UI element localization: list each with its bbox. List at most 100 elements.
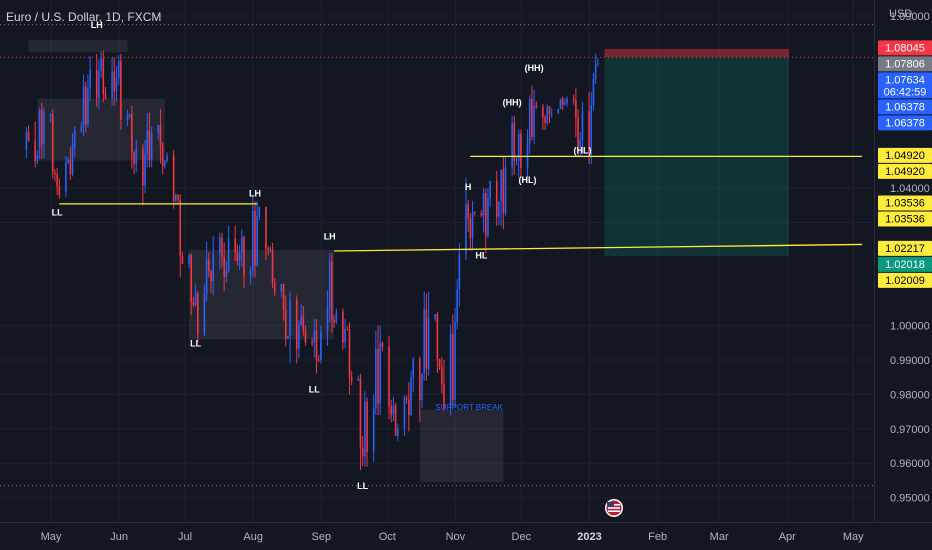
candle-body: [484, 192, 487, 236]
candle-body: [133, 152, 135, 164]
candle-body: [58, 186, 61, 195]
annotation-label: SUPPORT BREAK: [435, 403, 503, 412]
candle-body: [594, 64, 597, 79]
consolidation-zone: [419, 409, 504, 483]
candle-body: [159, 125, 162, 146]
candle-body: [148, 130, 151, 161]
long-position-tool[interactable]: [604, 48, 790, 257]
price-tag: [878, 115, 932, 131]
candle-body: [480, 213, 483, 216]
candle-body: [550, 113, 553, 115]
trend-lines-layer[interactable]: [59, 155, 863, 252]
candle-body: [366, 401, 368, 452]
candle-body: [328, 261, 331, 309]
candle-body: [287, 335, 289, 339]
grid: [0, 0, 874, 522]
candle-body: [487, 198, 489, 236]
price-tag: [878, 72, 932, 99]
structure-label: LH: [324, 232, 336, 242]
candle-body: [344, 329, 346, 343]
candle-body: [515, 160, 518, 162]
candle-body: [520, 133, 522, 168]
flag-icon[interactable]: [605, 499, 623, 517]
candle-body: [348, 329, 351, 378]
candle-body: [495, 180, 498, 217]
price-tag-value: 1.02018: [885, 259, 925, 271]
price-tag-value: 1.03536: [885, 198, 925, 210]
time-tick-label: May: [41, 531, 62, 543]
candle-body: [427, 318, 430, 370]
candle-body: [51, 113, 54, 173]
candle-body: [236, 252, 239, 261]
candle-body: [95, 70, 98, 98]
candle-body: [192, 301, 195, 305]
candle-body: [197, 293, 199, 335]
candle-body: [564, 102, 566, 105]
candle-body: [572, 98, 575, 101]
candle-body: [89, 70, 91, 89]
candle-body: [304, 330, 307, 343]
price-tag-value: 1.02217: [885, 243, 925, 255]
candle-body: [258, 206, 261, 216]
candle-body: [82, 86, 85, 127]
candle-body: [421, 373, 423, 401]
candle-body: [203, 294, 206, 335]
price-tick-label: 0.95000: [890, 493, 930, 505]
candle-body: [49, 113, 52, 116]
price-tag-value: 1.03536: [885, 214, 925, 226]
candle-body: [458, 253, 461, 290]
price-tag: [878, 147, 932, 163]
candle-body: [535, 105, 538, 108]
candle-body: [179, 199, 182, 257]
candle-body: [181, 256, 184, 264]
candle-body: [546, 106, 549, 123]
candle-body: [100, 58, 102, 72]
candle-body: [561, 98, 564, 105]
candle-body: [436, 313, 439, 360]
candle-body: [405, 398, 408, 400]
time-tick-label: 2023: [577, 531, 601, 543]
candle-body: [454, 322, 456, 400]
candle-body: [361, 447, 364, 457]
candle-body: [581, 111, 584, 140]
candle-body: [375, 348, 377, 409]
candle-body: [131, 113, 133, 153]
candle-body: [419, 359, 421, 401]
dotted-price-lines: [0, 24, 874, 487]
structure-label: (HL): [519, 175, 537, 185]
candle-body: [451, 333, 454, 400]
stop-loss-zone[interactable]: [604, 48, 790, 58]
candle-body: [357, 378, 360, 381]
candle-body: [302, 315, 305, 331]
candle-body: [548, 106, 551, 115]
candle-body: [511, 122, 513, 168]
time-tick-label: Dec: [512, 531, 532, 543]
candle-body: [449, 333, 452, 409]
candle-body: [559, 98, 562, 109]
support-resistance-line[interactable]: [334, 243, 863, 252]
candle-body: [533, 105, 535, 138]
structure-label: HL: [475, 251, 487, 261]
candle-body: [528, 99, 531, 144]
candle-body: [271, 250, 274, 283]
candle-body: [212, 253, 215, 281]
price-tick-label: 1.00000: [890, 321, 930, 333]
candle-body: [469, 218, 472, 238]
candle-body: [113, 71, 116, 92]
price-tag-value: 1.06378: [885, 101, 925, 113]
candle-body: [438, 359, 441, 367]
candle-body: [194, 293, 197, 305]
time-axis[interactable]: May Jun Jul Aug Sep Oct Nov Dec 2023 Feb Mar Apr May: [0, 522, 932, 544]
candle-body: [161, 145, 164, 166]
candle-body: [317, 359, 320, 361]
candle-body: [98, 71, 100, 98]
structure-label: H: [465, 182, 472, 192]
time-tick-label: Apr: [779, 531, 796, 543]
candle-body: [56, 174, 58, 187]
candles-layer: [25, 50, 599, 471]
candle-body: [326, 308, 329, 332]
candle-body: [120, 61, 122, 120]
time-tick-label: Mar: [710, 531, 729, 543]
candle-body: [280, 283, 283, 292]
